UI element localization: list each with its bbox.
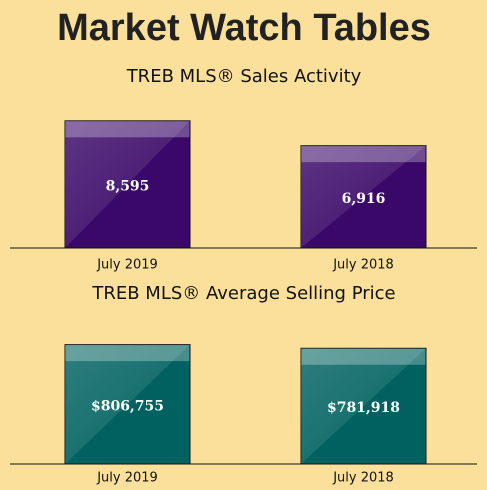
bar-highlight bbox=[301, 348, 426, 365]
bar-gloss bbox=[301, 348, 426, 464]
value-label: 6,916 bbox=[342, 191, 386, 207]
x-tick-label: July 2019 bbox=[96, 471, 158, 486]
chart-title: TREB MLS® Sales Activity bbox=[126, 66, 362, 87]
chart-title: TREB MLS® Average Selling Price bbox=[91, 283, 395, 304]
bar-gloss bbox=[65, 344, 190, 464]
bar-gloss bbox=[301, 145, 426, 248]
bar-gloss bbox=[65, 120, 190, 248]
page-title: Market Watch Tables bbox=[57, 7, 431, 49]
x-tick-label: July 2018 bbox=[332, 471, 394, 486]
bar-highlight bbox=[65, 121, 190, 138]
value-label: 8,595 bbox=[106, 178, 150, 194]
bar-highlight bbox=[301, 146, 426, 163]
value-label: $781,918 bbox=[327, 400, 400, 416]
x-tick-label: July 2018 bbox=[332, 258, 394, 273]
x-tick-label: July 2019 bbox=[96, 258, 158, 273]
value-label: $806,755 bbox=[91, 398, 164, 414]
bar-highlight bbox=[65, 345, 190, 362]
